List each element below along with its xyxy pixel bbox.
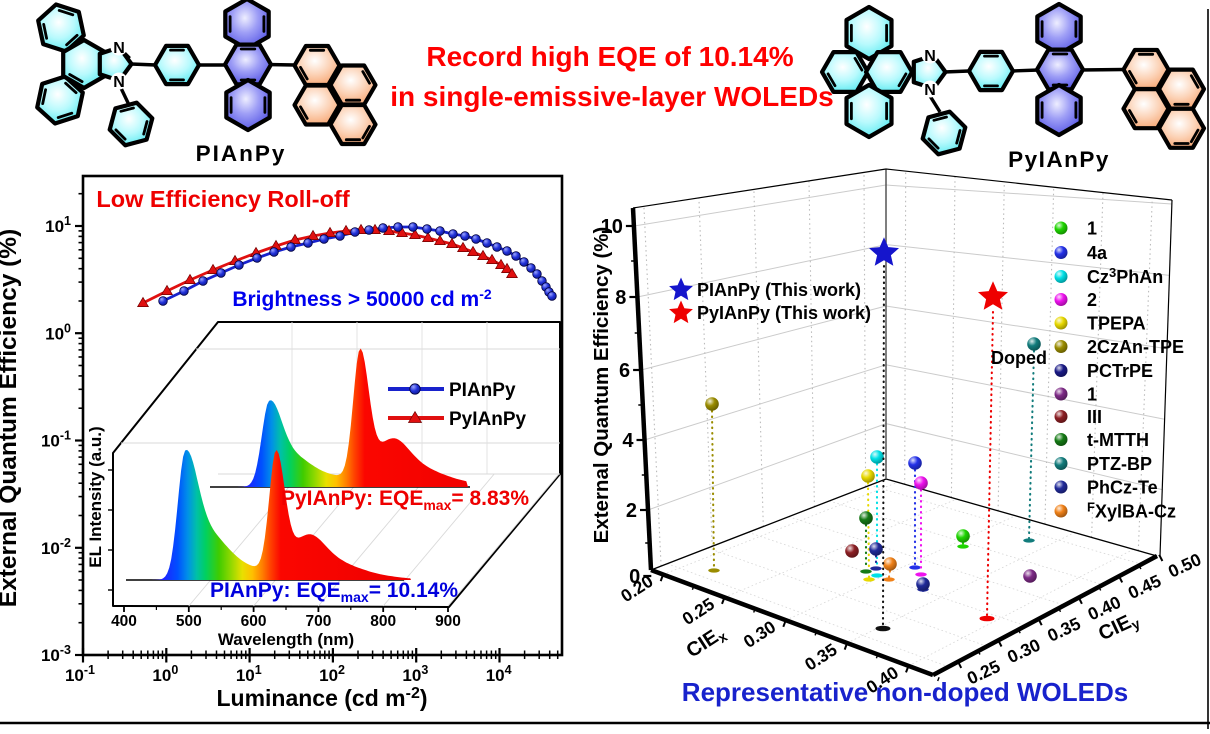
svg-text:FXylBA-Cz: FXylBA-Cz [1087,500,1176,522]
svg-text:6: 6 [619,360,630,382]
svg-text:Representative non-doped WOLED: Representative non-doped WOLEDs [682,677,1128,707]
svg-text:400: 400 [111,613,137,630]
svg-text:Low Efficiency Roll-off: Low Efficiency Roll-off [96,186,349,212]
svg-text:800: 800 [370,613,396,630]
svg-text:N: N [924,48,936,65]
svg-text:Brightness > 50000 cd m-2: Brightness > 50000 cd m-2 [232,286,492,311]
svg-text:10: 10 [601,216,623,238]
svg-text:N: N [924,82,936,99]
svg-text:2CzAn-TPE: 2CzAn-TPE [1087,337,1184,357]
svg-text:PyIAnPy: EQEmax= 8.83%: PyIAnPy: EQEmax= 8.83% [281,487,529,513]
svg-text:PyIAnPy (This work): PyIAnPy (This work) [697,303,871,323]
svg-text:in single-emissive-layer WOLED: in single-emissive-layer WOLEDs [390,81,834,112]
svg-text:600: 600 [241,613,267,630]
svg-text:500: 500 [176,613,202,630]
svg-text:PIAnPy (This work): PIAnPy (This work) [697,280,861,300]
svg-text:PIAnPy: PIAnPy [449,380,516,401]
svg-text:TPEPA: TPEPA [1087,314,1146,334]
svg-text:PTZ-BP: PTZ-BP [1087,454,1152,474]
svg-text:0: 0 [629,566,640,588]
svg-text:Wavelength (nm): Wavelength (nm) [218,630,354,649]
svg-text:2: 2 [626,500,637,522]
svg-text:900: 900 [435,613,461,630]
svg-text:PhCz-Te: PhCz-Te [1087,478,1158,498]
svg-text:External Quantum Efficiency (%: External Quantum Efficiency (%) [590,227,613,544]
svg-text:Cz3PhAn: Cz3PhAn [1087,265,1163,287]
svg-text:N: N [113,40,125,57]
svg-text:1: 1 [1087,385,1097,405]
svg-text:PyIAnPy: PyIAnPy [449,409,527,430]
svg-text:Luminance (cd m-2): Luminance (cd m-2) [216,685,427,711]
svg-text:2: 2 [1087,290,1097,310]
svg-text:Doped: Doped [991,348,1047,368]
svg-text:t-MTTH: t-MTTH [1087,430,1149,450]
svg-text:EL Intensity (a.u.): EL Intensity (a.u.) [86,426,105,567]
svg-text:1: 1 [1087,219,1097,239]
svg-text:External Quantum Efficiency (%: External Quantum Efficiency (%) [0,229,22,607]
svg-text:N: N [113,74,125,91]
svg-text:8: 8 [615,287,626,309]
svg-text:4: 4 [622,430,634,452]
svg-text:Record high EQE of 10.14%: Record high EQE of 10.14% [426,41,793,72]
svg-text:PIAnPy: PIAnPy [196,141,287,166]
svg-text:PyIAnPy: PyIAnPy [1008,147,1110,172]
svg-text:700: 700 [305,613,331,630]
svg-text:PCTrPE: PCTrPE [1087,361,1153,381]
svg-text:PIAnPy: EQEmax= 10.14%: PIAnPy: EQEmax= 10.14% [210,579,458,605]
svg-text:4a: 4a [1087,243,1108,263]
svg-text:III: III [1087,407,1102,427]
